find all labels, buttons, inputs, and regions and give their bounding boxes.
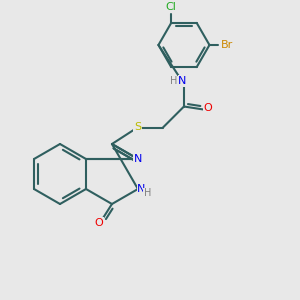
Text: Cl: Cl bbox=[166, 2, 177, 12]
Text: N: N bbox=[178, 76, 187, 86]
Text: H: H bbox=[170, 76, 177, 86]
Text: Br: Br bbox=[221, 40, 234, 50]
Text: O: O bbox=[204, 103, 212, 113]
Text: S: S bbox=[134, 122, 141, 133]
Text: N: N bbox=[137, 184, 146, 194]
Text: H: H bbox=[144, 188, 151, 199]
Text: N: N bbox=[134, 154, 142, 164]
Text: O: O bbox=[95, 218, 103, 228]
